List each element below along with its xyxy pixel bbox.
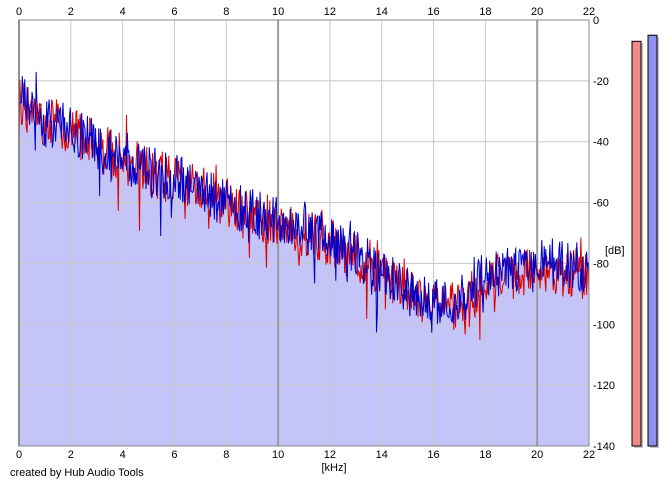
x-tick-label-bottom: 12 (324, 449, 336, 461)
x-tick-label-top: 4 (120, 6, 126, 18)
x-tick-label-bottom: 22 (583, 449, 595, 461)
x-tick-label-top: 10 (272, 6, 284, 18)
x-tick-label-top: 2 (68, 6, 74, 18)
x-tick-label-bottom: 10 (272, 449, 284, 461)
level-meter-bar-0 (631, 40, 642, 447)
x-tick-label-top: 12 (324, 6, 336, 18)
y-tick-label: -20 (593, 76, 609, 88)
x-tick-label-top: 22 (583, 6, 595, 18)
y-tick-label: -80 (593, 258, 609, 270)
x-tick-label-bottom: 2 (68, 449, 74, 461)
x-tick-label-bottom: 16 (427, 449, 439, 461)
x-tick-label-bottom: 6 (171, 449, 177, 461)
x-axis-label: [kHz] (321, 462, 346, 474)
x-tick-label-bottom: 18 (479, 449, 491, 461)
x-tick-label-bottom: 20 (531, 449, 543, 461)
x-tick-label-top: 16 (427, 6, 439, 18)
level-meter-bar-1 (647, 34, 658, 447)
y-tick-label: -140 (593, 441, 615, 453)
x-tick-label-top: 8 (223, 6, 229, 18)
y-tick-label: -60 (593, 198, 609, 210)
x-tick-label-bottom: 8 (223, 449, 229, 461)
plot-frame (18, 19, 590, 447)
y-axis-label: [dB] (605, 245, 625, 257)
x-tick-label-bottom: 14 (376, 449, 388, 461)
y-tick-label: -120 (593, 380, 615, 392)
x-tick-label-top: 6 (171, 6, 177, 18)
x-tick-label-bottom: 0 (16, 449, 22, 461)
y-tick-label: -100 (593, 319, 615, 331)
y-tick-label: -40 (593, 137, 609, 149)
spectrum-trace-1 (18, 71, 590, 333)
x-tick-label-top: 20 (531, 6, 543, 18)
credit-text: created by Hub Audio Tools (10, 467, 144, 479)
y-tick-label: 0 (593, 15, 599, 27)
x-tick-label-top: 14 (376, 6, 388, 18)
x-tick-label-top: 0 (16, 6, 22, 18)
x-tick-label-bottom: 4 (120, 449, 126, 461)
x-tick-label-top: 18 (479, 6, 491, 18)
